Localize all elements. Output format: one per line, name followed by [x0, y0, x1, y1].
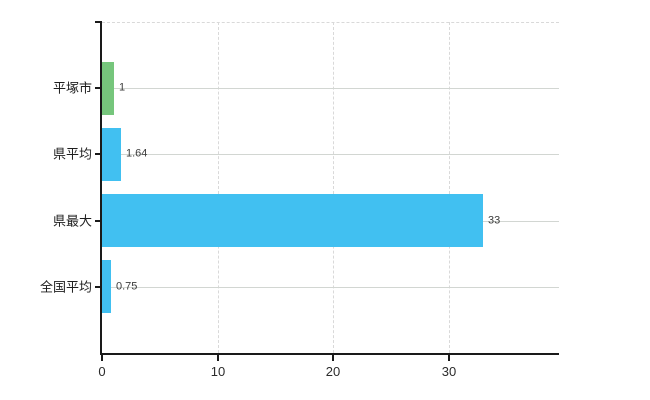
bar[interactable]	[102, 260, 111, 313]
y-axis-top-tick	[95, 21, 102, 23]
category-label: 県最大	[52, 213, 92, 229]
x-axis-tick	[332, 355, 334, 361]
x-axis-tick	[101, 355, 103, 361]
bar-value-label: 1	[119, 81, 126, 94]
y-axis-tick	[95, 220, 102, 222]
category-label: 県平均	[52, 146, 92, 162]
category-gridline	[102, 154, 559, 155]
x-tick-label: 30	[441, 364, 457, 379]
vertical-gridline	[333, 22, 335, 353]
bar-value-label: 1.64	[126, 147, 148, 160]
y-axis-tick	[95, 153, 102, 155]
category-gridline	[102, 88, 559, 89]
category-label: 全国平均	[39, 279, 92, 295]
vertical-gridline	[448, 22, 450, 353]
x-axis-line	[100, 353, 559, 355]
y-axis-line	[100, 22, 102, 355]
vertical-gridline	[217, 22, 219, 353]
plot-top-gridline	[102, 22, 559, 23]
x-tick-label: 20	[325, 364, 341, 379]
y-axis-tick	[95, 87, 102, 89]
bar[interactable]	[102, 62, 114, 115]
category-label: 平塚市	[52, 80, 92, 96]
x-axis-tick	[448, 355, 450, 361]
x-axis-tick	[217, 355, 219, 361]
bar[interactable]	[102, 128, 121, 181]
bar-value-label: 33	[488, 214, 501, 227]
bar-value-label: 0.75	[116, 280, 138, 293]
x-tick-label: 10	[210, 364, 226, 379]
x-tick-label: 0	[98, 364, 106, 379]
y-axis-tick	[95, 286, 102, 288]
bar[interactable]	[102, 194, 483, 247]
category-gridline	[102, 287, 559, 288]
plot-area: 1 1.64 33 0.75	[102, 22, 559, 353]
